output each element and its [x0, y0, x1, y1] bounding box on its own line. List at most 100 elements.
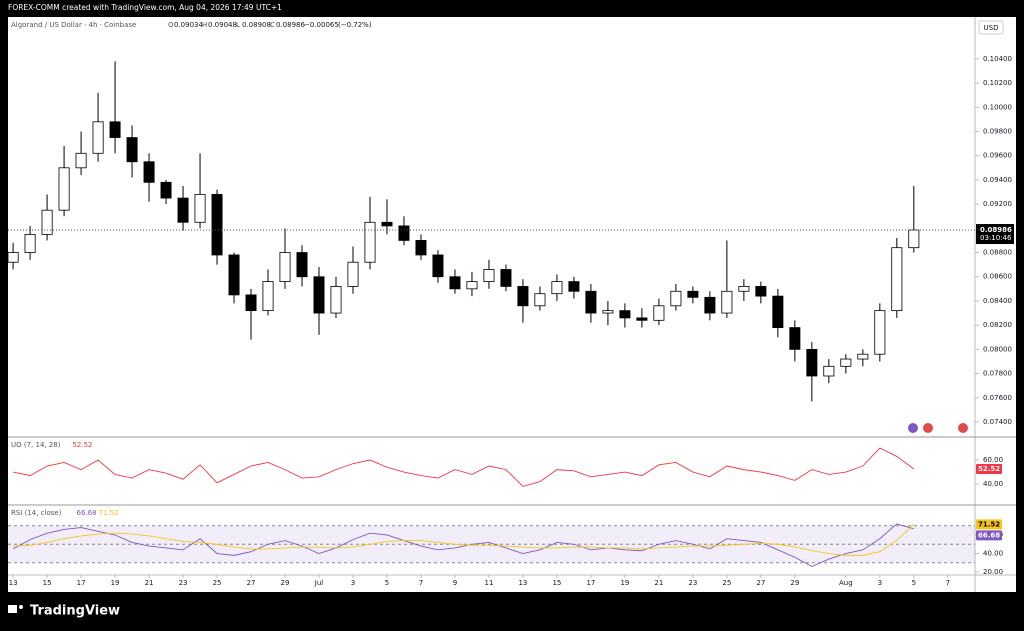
x-tick-label: 27 — [247, 579, 256, 587]
candle-body — [908, 229, 920, 249]
ohlc-key: O — [168, 21, 174, 29]
candle-body — [755, 286, 767, 297]
x-tick-label: 19 — [620, 579, 629, 587]
y-tick-label: 0.09400 — [983, 176, 1012, 184]
y-tick-label: 60.00 — [983, 456, 1003, 464]
x-tick-label: 25 — [722, 579, 731, 587]
indicator-title: RSI (14, close) — [11, 509, 62, 517]
attribution: FOREX-COMM created with TradingView.com,… — [8, 3, 282, 12]
indicator-title: UO (7, 14, 28) — [11, 441, 61, 449]
candle-body — [92, 121, 104, 154]
x-tick-label: 23 — [688, 579, 697, 587]
event-icon[interactable] — [908, 423, 918, 433]
symbol-title: Algorand / US Dollar · 4h · Coinbase — [11, 21, 136, 29]
y-tick-label: 0.10200 — [983, 79, 1012, 87]
ohlc-value: 0.09048 — [208, 21, 237, 29]
y-tick-label: 0.09800 — [983, 128, 1012, 136]
x-tick-label: 21 — [145, 579, 154, 587]
candle-body — [330, 286, 342, 314]
y-tick-label: 40.00 — [983, 480, 1003, 488]
x-tick-label: 17 — [77, 579, 86, 587]
candle-body — [619, 310, 631, 319]
countdown: 03:10:46 — [980, 234, 1012, 242]
x-tick-label: 7 — [419, 579, 423, 587]
change: −0.00065 — [304, 21, 339, 29]
value-tag — [976, 463, 1002, 474]
ohlc-value: 0.08908 — [242, 21, 271, 29]
x-tick-label: 5 — [912, 579, 916, 587]
candle-body — [738, 286, 750, 292]
x-tick-label: 11 — [484, 579, 493, 587]
logo-mark — [19, 605, 23, 609]
candle-body — [823, 365, 835, 377]
candle-body — [7, 252, 19, 263]
brand: TradingView — [30, 604, 120, 619]
x-tick-label: 21 — [654, 579, 663, 587]
indicator-line — [13, 524, 915, 556]
ohlc-key: C — [270, 21, 275, 29]
candle-body — [670, 290, 682, 307]
y-tick-label: 0.09200 — [983, 200, 1012, 208]
y-tick-label: 0.07600 — [983, 394, 1012, 402]
candle-body — [483, 269, 495, 282]
logo-mark — [8, 605, 17, 613]
y-tick-label: 0.07800 — [983, 370, 1012, 378]
x-tick-label: 7 — [946, 579, 950, 587]
candle-body — [534, 293, 546, 307]
x-tick-label: 13 — [9, 579, 18, 587]
candle-body — [211, 194, 223, 256]
candle-body — [568, 281, 580, 292]
x-tick-label: 3 — [878, 579, 882, 587]
candle-body — [636, 317, 648, 321]
y-tick-label: 0.09600 — [983, 152, 1012, 160]
value-tag-text: 66.68 — [978, 531, 1000, 539]
y-tick-label: 0.08800 — [983, 249, 1012, 257]
y-tick-label: 20.00 — [983, 568, 1003, 576]
y-tick-label: 0.10400 — [983, 55, 1012, 63]
indicator-value: 71.52 — [99, 509, 119, 517]
change-pct: (−0.72%) — [338, 21, 372, 29]
x-tick-label: 19 — [111, 579, 120, 587]
event-icon[interactable] — [923, 423, 933, 433]
indicator-value: 66.68 — [77, 509, 97, 517]
candle-body — [721, 290, 733, 314]
candle-body — [58, 167, 70, 211]
candle-body — [245, 294, 257, 312]
candle-body — [228, 254, 240, 296]
indicator-value: 52.52 — [72, 441, 92, 449]
candle-body — [517, 286, 529, 307]
x-tick-label: 29 — [790, 579, 799, 587]
y-tick-label: 40.00 — [983, 550, 1003, 558]
candle-body — [857, 353, 869, 360]
x-tick-label: 13 — [518, 579, 527, 587]
value-tag-text: 52.52 — [978, 465, 1000, 473]
candle-body — [313, 276, 325, 314]
candle-body — [398, 225, 410, 241]
candle-body — [279, 252, 291, 282]
y-tick-label: 0.08600 — [983, 273, 1012, 281]
candle-body — [874, 310, 886, 355]
candle-body — [262, 281, 274, 312]
candle-body — [840, 358, 852, 367]
candle-body — [891, 247, 903, 312]
event-icon[interactable] — [958, 423, 968, 433]
value-tag — [976, 519, 1002, 530]
currency-box[interactable] — [978, 20, 1004, 35]
candle-body — [806, 348, 818, 377]
y-tick-label: 0.07400 — [983, 418, 1012, 426]
x-tick-label: 9 — [453, 579, 457, 587]
x-tick-label: 15 — [43, 579, 52, 587]
candle-body — [466, 281, 478, 290]
y-tick-label: 0.10000 — [983, 103, 1012, 111]
candle-body — [109, 121, 121, 138]
x-tick-label: 29 — [281, 579, 290, 587]
candle-body — [704, 296, 716, 314]
x-tick-label: 27 — [756, 579, 765, 587]
candle-body — [687, 290, 699, 298]
candle-body — [789, 327, 801, 350]
candle-body — [75, 152, 87, 169]
candle-body — [415, 240, 427, 256]
x-tick-label: 3 — [351, 579, 355, 587]
candle-body — [177, 197, 189, 223]
